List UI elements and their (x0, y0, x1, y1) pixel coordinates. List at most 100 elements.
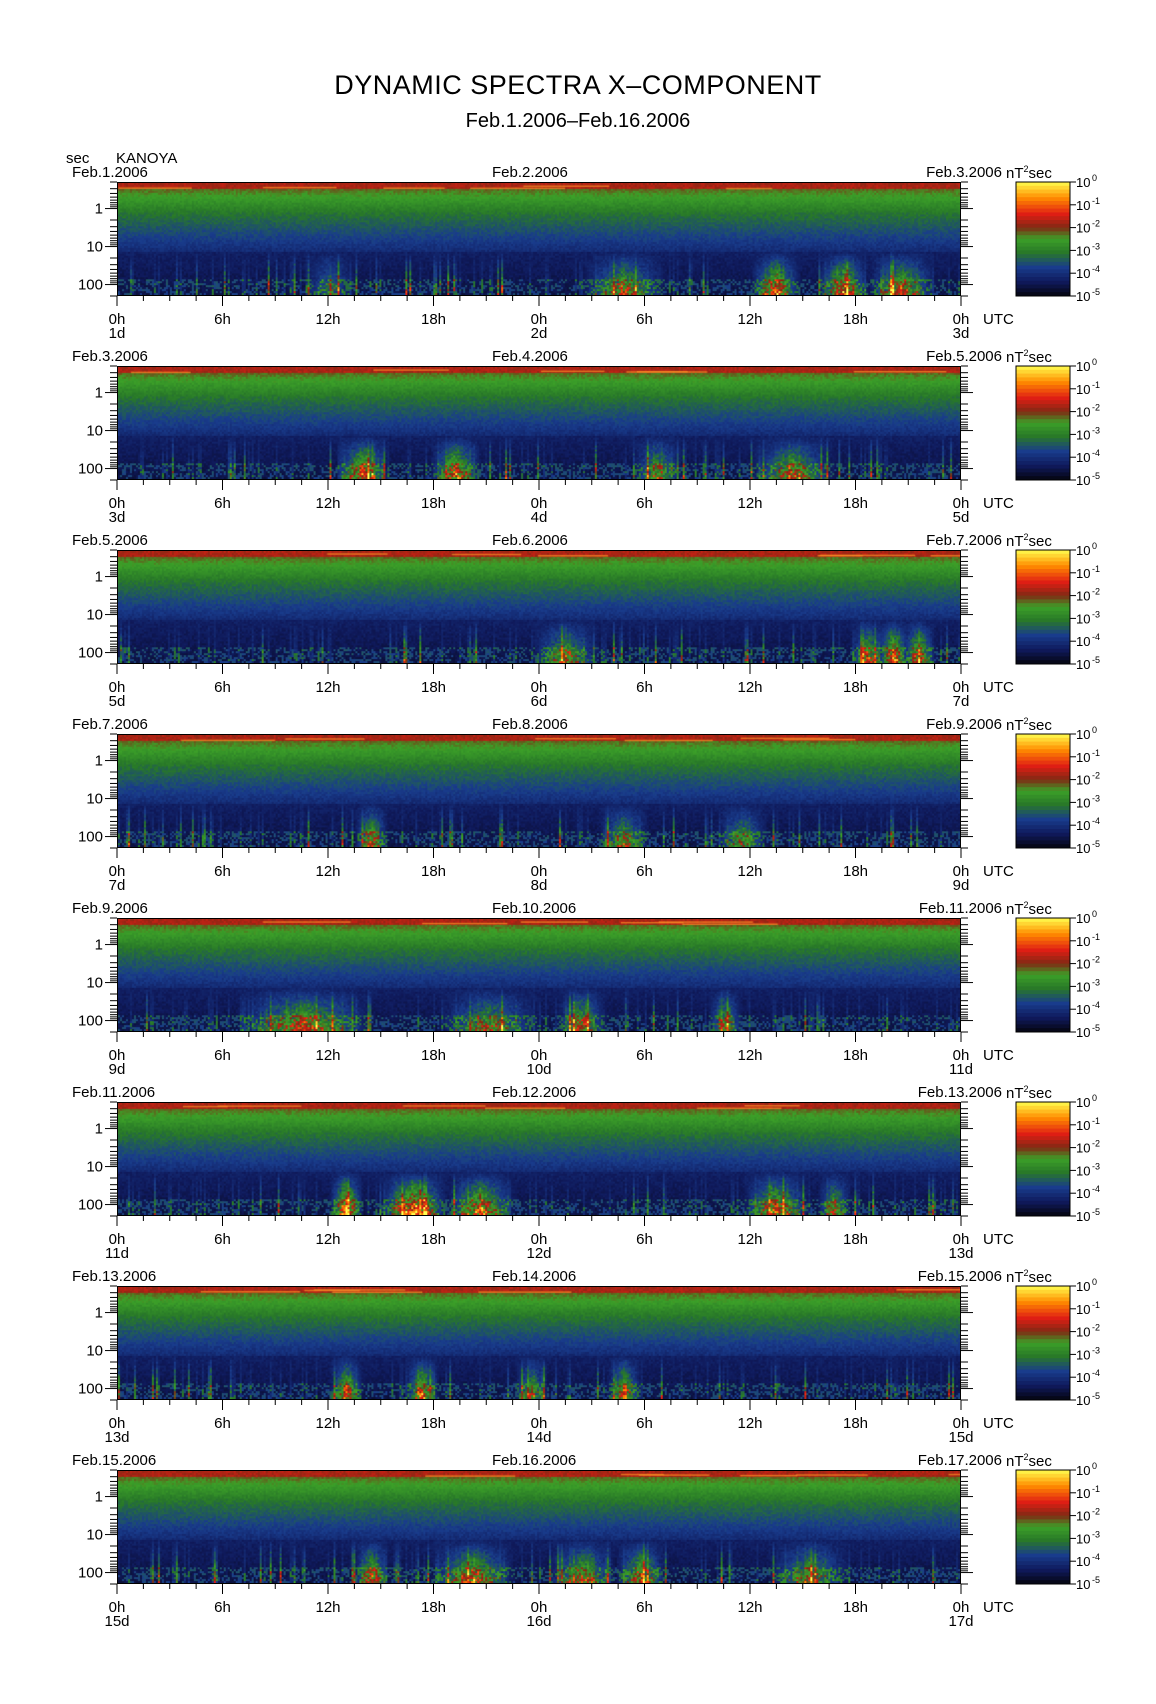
x-axis-unit: UTC (983, 679, 1014, 696)
x-day-label: 3d (953, 325, 970, 342)
colorbar-tick-exponent: -5 (1092, 471, 1100, 481)
colorbar-band (1016, 277, 1070, 282)
x-tick-label: 18h (843, 1599, 868, 1616)
x-day-label: 1d (109, 325, 126, 342)
y-tick-label: 100 (78, 277, 103, 294)
colorbar-band (1016, 569, 1070, 574)
colorbar-tick-label: 10 (1076, 1095, 1090, 1110)
colorbar-band (1016, 407, 1070, 413)
colorbar-band (1016, 1362, 1070, 1367)
colorbar-tick-exponent: -3 (1092, 977, 1100, 987)
colorbar-band (1016, 652, 1070, 657)
y-tick-label: 100 (78, 1197, 103, 1214)
colorbar-band (1016, 591, 1070, 597)
colorbar-tick-exponent: -1 (1092, 1484, 1100, 1494)
x-tick-label: 12h (315, 1047, 340, 1064)
colorbar-tick-label: 10 (1076, 911, 1090, 926)
x-day-label: 13d (104, 1429, 129, 1446)
colorbar-tick-exponent: -5 (1092, 287, 1100, 297)
colorbar-band (1016, 381, 1070, 386)
colorbar-band (1016, 553, 1070, 559)
y-tick-label: 10 (86, 1527, 103, 1544)
colorbar-unit: nT2sec (1006, 716, 1052, 734)
y-tick-label: 1 (95, 1489, 103, 1506)
x-tick-label: 6h (214, 1231, 231, 1248)
colorbar-band (1016, 400, 1070, 405)
colorbar-tick-label: 10 (1076, 405, 1090, 420)
colorbar-band (1016, 737, 1070, 743)
y-tick-label: 10 (86, 239, 103, 256)
colorbar-band (1016, 453, 1070, 458)
colorbar-band (1016, 223, 1070, 229)
x-tick-label: 6h (636, 1231, 653, 1248)
colorbar-tick-exponent: -4 (1092, 1000, 1100, 1010)
colorbar-tick-exponent: -2 (1092, 955, 1100, 965)
colorbar-band (1016, 1511, 1070, 1517)
x-day-label: 5d (109, 693, 126, 710)
spectra-panel: Feb.3.2006 Feb.4.2006 Feb.5.2006 nT2sec 1 10 1… (0, 348, 1156, 533)
y-tick-label: 100 (78, 829, 103, 846)
colorbar-band (1016, 292, 1070, 297)
colorbar-tick-exponent: -3 (1092, 241, 1100, 251)
colorbar-band (1016, 971, 1070, 976)
colorbar-band (1016, 734, 1070, 739)
colorbar-tick-label: 10 (1076, 221, 1090, 236)
colorbar-band (1016, 1024, 1070, 1029)
colorbar-band (1016, 603, 1070, 608)
colorbar-band (1016, 445, 1070, 451)
colorbar-band (1016, 1489, 1070, 1494)
y-tick-label: 100 (78, 1381, 103, 1398)
colorbar-band (1016, 212, 1070, 217)
colorbar-band (1016, 472, 1070, 477)
x-day-label: 12d (526, 1245, 551, 1262)
colorbar-band (1016, 1028, 1070, 1033)
colorbar-band (1016, 1166, 1070, 1171)
colorbar-band (1016, 1124, 1070, 1130)
colorbar-band (1016, 1005, 1070, 1010)
panel-date-mid: Feb.10.2006 (492, 900, 577, 917)
x-day-label: 6d (531, 693, 548, 710)
colorbar-band (1016, 1327, 1070, 1333)
panel-date-right: Feb.5.2006 (926, 348, 1002, 365)
colorbar-tick-label: 10 (1076, 1002, 1090, 1017)
colorbar-band (1016, 273, 1070, 278)
x-tick-label: 0h (109, 311, 126, 328)
colorbar-tick-label: 10 (1076, 382, 1090, 397)
colorbar-band (1016, 798, 1070, 803)
colorbar-band (1016, 775, 1070, 781)
spectra-panel: Feb.13.2006 Feb.14.2006 Feb.15.2006 nT2sec 1… (0, 1268, 1156, 1453)
colorbar-band (1016, 1208, 1070, 1213)
x-tick-label: 12h (315, 1599, 340, 1616)
y-tick-label: 100 (78, 645, 103, 662)
colorbar-band (1016, 1189, 1070, 1194)
x-day-label: 3d (109, 509, 126, 526)
colorbar-band (1016, 1504, 1070, 1509)
colorbar-band (1016, 584, 1070, 589)
colorbar-band (1016, 595, 1070, 600)
colorbar-band (1016, 1392, 1070, 1397)
x-tick-label: 0h (953, 1415, 970, 1432)
colorbar-band (1016, 449, 1070, 454)
colorbar-band (1016, 1542, 1070, 1547)
x-day-label: 17d (948, 1613, 973, 1630)
colorbar-band (1016, 1193, 1070, 1198)
colorbar-band (1016, 633, 1070, 638)
colorbar-tick-exponent: -1 (1092, 380, 1100, 390)
x-tick-label: 0h (953, 679, 970, 696)
panel-date-right: Feb.17.2006 (917, 1452, 1002, 1469)
colorbar-band (1016, 1538, 1070, 1543)
colorbar-tick-exponent: -2 (1092, 1139, 1100, 1149)
panel-date-right: Feb.15.2006 (917, 1268, 1002, 1285)
y-tick-label: 1 (95, 753, 103, 770)
colorbar-band (1016, 1527, 1070, 1532)
colorbar-band (1016, 261, 1070, 267)
colorbar-band (1016, 1549, 1070, 1555)
spectrogram-heatmap (117, 1470, 961, 1584)
spectrogram-heatmap (117, 1286, 961, 1400)
colorbar-band (1016, 185, 1070, 191)
y-tick-label: 1 (95, 385, 103, 402)
colorbar-band (1016, 1312, 1070, 1317)
x-tick-label: 18h (421, 679, 446, 696)
colorbar-unit: nT2sec (1006, 164, 1052, 182)
